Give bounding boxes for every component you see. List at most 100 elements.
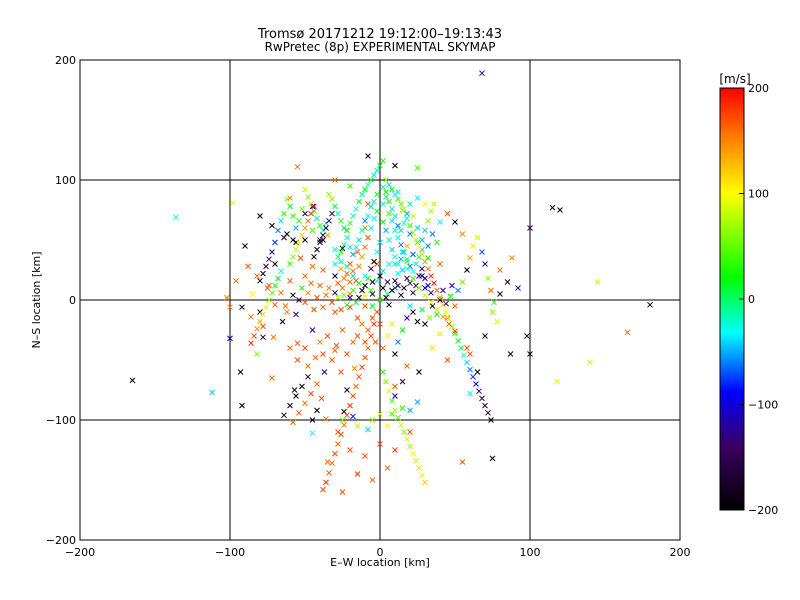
data-point bbox=[440, 313, 446, 320]
data-point bbox=[278, 268, 284, 275]
data-point bbox=[296, 239, 302, 246]
data-point bbox=[429, 345, 436, 351]
data-point bbox=[384, 423, 391, 429]
data-point bbox=[362, 244, 368, 251]
data-point bbox=[497, 291, 503, 297]
data-point bbox=[287, 195, 293, 201]
data-point bbox=[311, 203, 317, 210]
data-point bbox=[350, 339, 356, 345]
data-point bbox=[365, 213, 371, 219]
data-point bbox=[338, 369, 344, 375]
data-point bbox=[527, 351, 533, 357]
data-point bbox=[455, 337, 461, 344]
data-point bbox=[386, 198, 392, 205]
data-point bbox=[290, 253, 296, 260]
data-point bbox=[428, 208, 434, 215]
data-point bbox=[272, 239, 278, 246]
data-point bbox=[440, 287, 446, 294]
data-point bbox=[377, 162, 383, 169]
data-points bbox=[129, 70, 653, 495]
data-point bbox=[407, 443, 413, 450]
data-point bbox=[350, 213, 356, 219]
data-point bbox=[422, 227, 428, 234]
colorbar-tick-label: −200 bbox=[748, 504, 778, 517]
x-axis-ticks: −200 −100 0 100 200 bbox=[65, 60, 691, 559]
y-tick-label: −100 bbox=[46, 414, 76, 427]
colorbar-tick-label: 0 bbox=[748, 293, 755, 306]
colorbar-label: [m/s] bbox=[719, 72, 750, 86]
data-point bbox=[380, 184, 386, 191]
data-point bbox=[374, 167, 380, 174]
data-point bbox=[302, 273, 308, 279]
data-point bbox=[272, 282, 278, 289]
data-point bbox=[341, 275, 347, 282]
data-point bbox=[287, 203, 293, 210]
data-point bbox=[434, 311, 440, 318]
data-point bbox=[404, 315, 410, 321]
data-point bbox=[332, 273, 338, 279]
x-tick-label: 0 bbox=[377, 546, 384, 559]
data-point bbox=[488, 287, 494, 294]
data-point bbox=[401, 249, 407, 255]
data-point bbox=[437, 294, 443, 301]
data-point bbox=[374, 309, 380, 315]
data-point bbox=[557, 207, 563, 213]
data-point bbox=[362, 282, 368, 289]
data-point bbox=[317, 339, 323, 345]
data-point bbox=[504, 279, 511, 285]
data-point bbox=[383, 193, 389, 200]
data-point bbox=[452, 303, 458, 309]
data-point bbox=[260, 334, 266, 341]
data-point bbox=[428, 299, 434, 306]
data-point bbox=[353, 205, 359, 212]
data-point bbox=[260, 270, 266, 277]
data-point bbox=[341, 292, 347, 299]
data-point bbox=[294, 340, 301, 347]
data-point bbox=[422, 292, 428, 299]
chart-title: Tromsø 20171212 19:12:00–19:13:43 bbox=[257, 27, 502, 42]
x-tick-label: 200 bbox=[670, 546, 691, 559]
data-point bbox=[413, 457, 419, 464]
data-point bbox=[344, 412, 350, 419]
data-point bbox=[269, 375, 275, 381]
data-point bbox=[383, 189, 389, 195]
data-point bbox=[335, 294, 341, 301]
data-point bbox=[369, 417, 376, 423]
data-point bbox=[332, 246, 338, 253]
data-point bbox=[356, 280, 362, 287]
data-point bbox=[321, 369, 328, 375]
data-point bbox=[254, 325, 260, 332]
data-point bbox=[380, 201, 386, 207]
data-point bbox=[369, 303, 376, 309]
data-point bbox=[260, 323, 266, 330]
data-point bbox=[339, 285, 346, 291]
data-point bbox=[344, 351, 350, 357]
data-point bbox=[354, 423, 361, 429]
data-point bbox=[419, 306, 425, 313]
data-point bbox=[326, 191, 332, 198]
data-point bbox=[452, 328, 458, 335]
data-point bbox=[371, 321, 377, 327]
data-point bbox=[338, 306, 344, 313]
data-point bbox=[392, 213, 398, 219]
data-point bbox=[425, 243, 431, 249]
data-point bbox=[377, 239, 383, 246]
data-point bbox=[444, 357, 451, 363]
data-point bbox=[443, 300, 449, 307]
data-point bbox=[254, 273, 260, 279]
data-point bbox=[314, 381, 320, 387]
data-point bbox=[425, 265, 431, 272]
data-point bbox=[362, 273, 368, 279]
data-point bbox=[459, 279, 466, 285]
data-point bbox=[332, 203, 338, 210]
data-point bbox=[326, 285, 332, 291]
data-point bbox=[422, 479, 428, 486]
data-point bbox=[224, 294, 230, 301]
data-point bbox=[356, 263, 362, 270]
data-point bbox=[339, 327, 346, 333]
data-point bbox=[395, 234, 401, 241]
data-point bbox=[369, 291, 376, 297]
data-point bbox=[404, 215, 410, 222]
data-point bbox=[326, 469, 332, 476]
data-point bbox=[467, 366, 473, 373]
